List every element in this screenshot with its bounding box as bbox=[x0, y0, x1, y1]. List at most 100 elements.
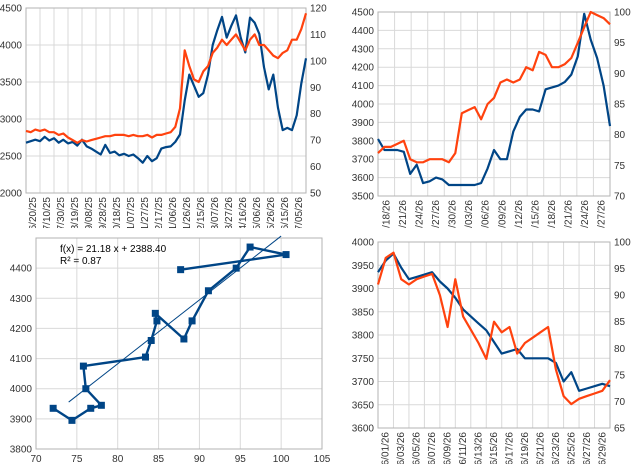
x-tick-label: 09/08/25 bbox=[84, 197, 95, 228]
x-tick-label: 10/18/25 bbox=[112, 197, 123, 228]
x-tick-label: 06/07/26 bbox=[427, 432, 438, 464]
y-left-tick-label: 2500 bbox=[0, 152, 22, 163]
y-right-tick-label: 70 bbox=[614, 397, 626, 408]
y-right-tick-label: 100 bbox=[614, 8, 631, 19]
x-tick-label: 06/19/26 bbox=[520, 432, 531, 464]
scatter-point bbox=[82, 385, 90, 393]
y-right-tick-label: 100 bbox=[614, 238, 631, 249]
y-right-tick-label: 50 bbox=[310, 189, 322, 200]
y-right-tick-label: 75 bbox=[614, 370, 626, 381]
y-right-tick-label: 95 bbox=[614, 38, 626, 49]
x-tick-label: 06/03/26 bbox=[396, 432, 407, 464]
x-tick-label: 07/24/26 bbox=[580, 200, 591, 228]
y-right-tick-label: 85 bbox=[614, 317, 626, 328]
x-tick-label: 06/18/26 bbox=[381, 200, 392, 228]
x-tick-label: 03/07/26 bbox=[210, 197, 221, 228]
scatter-point bbox=[79, 362, 87, 370]
y-left-tick-label: 3850 bbox=[352, 307, 375, 318]
scatter-point bbox=[68, 416, 76, 424]
plot-frame bbox=[25, 7, 307, 194]
x-tick-label: 06/27/26 bbox=[582, 432, 593, 464]
x-tick-label: 07/15/26 bbox=[530, 200, 541, 228]
x-tick-label: 06/13/26 bbox=[474, 432, 485, 464]
y-right-tick-label: 80 bbox=[614, 344, 626, 355]
y-left-tick-label: 3800 bbox=[352, 331, 375, 342]
y-right-tick-label: 65 bbox=[614, 424, 626, 435]
x-tick-label: 105 bbox=[314, 454, 331, 464]
x-tick-label: 06/23/26 bbox=[551, 432, 562, 464]
series-line-left-axis bbox=[377, 252, 611, 392]
dual-axis-line-chart-zoom: 3500 3600 3700 3800 3900 4000 4100 4200 4300 4400… bbox=[352, 8, 631, 229]
scatter-point bbox=[147, 336, 155, 344]
y-right-tick-label: 95 bbox=[614, 264, 626, 275]
scatter-point bbox=[153, 317, 161, 325]
scatter-point bbox=[141, 353, 149, 361]
y-left-tick-label: 4000 bbox=[352, 100, 375, 111]
y-left-tick-label: 3700 bbox=[352, 155, 375, 166]
y-left-tick-label: 2000 bbox=[0, 189, 22, 200]
y-left-tick-label: 4300 bbox=[352, 44, 375, 55]
y-right-tick-label: 60 bbox=[310, 162, 322, 173]
y-left-tick-label: 3500 bbox=[0, 78, 22, 89]
x-tick-label: 06/29/26 bbox=[597, 432, 608, 464]
scatter-point bbox=[180, 335, 188, 343]
x-tick-label: 12/17/25 bbox=[154, 197, 165, 228]
series-line-right-axis bbox=[25, 12, 308, 144]
scatter-point bbox=[87, 404, 95, 412]
x-tick-label: 11/27/25 bbox=[140, 197, 151, 228]
y-left-tick-label: 3600 bbox=[352, 424, 375, 435]
x-tick-label: 75 bbox=[71, 454, 83, 464]
y-right-tick-label: 90 bbox=[614, 291, 626, 302]
y-left-tick-label: 3900 bbox=[352, 118, 375, 129]
x-tick-label: 06/17/26 bbox=[504, 432, 515, 464]
scatter-point bbox=[282, 251, 290, 259]
x-tick-label: 06/25/26 bbox=[566, 432, 577, 464]
x-tick-label: 06/15/26 bbox=[280, 197, 291, 228]
y-left-tick-label: 4100 bbox=[352, 81, 375, 92]
y-right-tick-label: 80 bbox=[310, 109, 322, 120]
scatter-point bbox=[49, 404, 57, 412]
y-tick-label: 4400 bbox=[10, 264, 33, 275]
y-tick-label: 4200 bbox=[10, 324, 33, 335]
x-tick-label: 85 bbox=[153, 454, 165, 464]
y-left-tick-label: 3750 bbox=[352, 354, 375, 365]
x-tick-label: 07/18/26 bbox=[547, 200, 558, 228]
x-tick-label: 05/26/26 bbox=[266, 197, 277, 228]
x-tick-label: 09/28/25 bbox=[98, 197, 109, 228]
y-left-tick-label: 3650 bbox=[352, 400, 375, 411]
y-tick-label: 4300 bbox=[10, 294, 33, 305]
y-left-tick-label: 3900 bbox=[352, 284, 375, 295]
x-tick-label: 07/10/25 bbox=[42, 197, 53, 228]
x-tick-label: 07/05/26 bbox=[294, 197, 305, 228]
x-tick-label: 04/16/26 bbox=[238, 197, 249, 228]
x-tick-label: 07/21/26 bbox=[564, 200, 575, 228]
trendline-equation: f(x) = 21.18 x + 2388.40 bbox=[60, 244, 167, 255]
y-left-tick-label: 4000 bbox=[352, 238, 375, 249]
series-line-left-axis bbox=[377, 12, 612, 187]
y-tick-label: 3800 bbox=[10, 445, 33, 456]
y-left-tick-label: 3800 bbox=[352, 136, 375, 147]
scatter-point bbox=[177, 266, 185, 274]
y-right-tick-label: 75 bbox=[614, 161, 626, 172]
y-tick-label: 3900 bbox=[10, 414, 33, 425]
x-tick-label: 05/06/26 bbox=[252, 197, 263, 228]
x-tick-label: 02/15/26 bbox=[196, 197, 207, 228]
y-right-tick-label: 90 bbox=[614, 69, 626, 80]
plot-frame bbox=[377, 11, 611, 197]
x-tick-label: 06/27/26 bbox=[431, 200, 442, 228]
x-tick-label: 07/06/26 bbox=[481, 200, 492, 228]
y-right-tick-label: 90 bbox=[310, 83, 322, 94]
series-line-left-axis bbox=[25, 14, 308, 164]
x-tick-label: 11/07/25 bbox=[126, 197, 137, 228]
scatter-point bbox=[97, 401, 105, 409]
chart-panel-bottom-left: 3800 3900 4000 4100 4200 4300 4400 70 75 80 85 90 95… bbox=[0, 228, 332, 464]
chart-panel-top-right: 3500 3600 3700 3800 3900 4000 4100 4200 4300 4400… bbox=[332, 0, 640, 228]
y-left-tick-label: 3950 bbox=[352, 261, 375, 272]
x-tick-label: 01/26/26 bbox=[182, 197, 193, 228]
y-right-tick-label: 70 bbox=[310, 136, 322, 147]
y-left-tick-label: 3600 bbox=[352, 173, 375, 184]
scatter-point bbox=[151, 309, 159, 317]
y-left-tick-label: 4400 bbox=[352, 26, 375, 37]
x-tick-label: 100 bbox=[273, 454, 290, 464]
y-right-tick-label: 70 bbox=[614, 192, 626, 203]
